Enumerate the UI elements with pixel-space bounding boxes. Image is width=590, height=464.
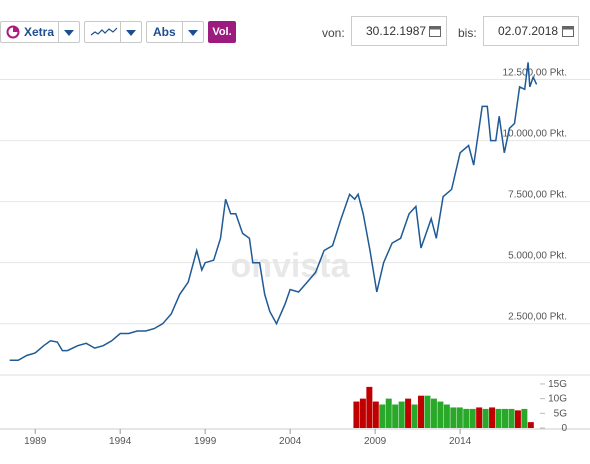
to-date[interactable]: 02.07.2018 [483, 16, 579, 46]
volume-bar [411, 404, 418, 428]
to-date-text: 02.07.2018 [498, 24, 559, 38]
volume-bar [359, 398, 366, 428]
volume-bar [424, 395, 431, 428]
from-label: von: [322, 26, 345, 40]
volume-bar [379, 404, 386, 428]
volume-bar [385, 398, 392, 428]
dropdown [58, 22, 79, 42]
y-tick-label: 12.500,00 Pkt. [503, 68, 568, 79]
y-tick-label: 5.000,00 Pkt. [508, 251, 567, 262]
dropdown [182, 22, 203, 42]
volume-bar [508, 408, 515, 428]
volume-tick-label: 10G [548, 394, 567, 405]
volume-tick-label: 0 [561, 423, 567, 434]
x-tick-label: 1994 [109, 436, 132, 447]
volume-bar [443, 404, 450, 428]
clock-icon [6, 25, 20, 39]
y-tick-label: 7.500,00 Pkt. [508, 190, 567, 201]
volume-bar [398, 401, 405, 428]
chart: onvista 2.500,00 Pkt. 5.000,00 Pkt. 7.500,… [0, 62, 590, 447]
volume-bar [514, 410, 521, 428]
volume-tick-label: 15G [548, 379, 567, 390]
price-line [9, 62, 538, 362]
calendar-icon[interactable] [562, 25, 574, 37]
from-date[interactable]: 30.12.1987 [351, 16, 447, 46]
x-tick-label: 2004 [279, 436, 302, 447]
volume-bar [405, 398, 412, 428]
volume-bar [430, 398, 437, 428]
dropdown [120, 22, 141, 42]
volume-bar [437, 401, 444, 428]
volume-bar [463, 408, 470, 428]
x-tick-label: 2009 [364, 436, 387, 447]
to-label: bis: [458, 26, 477, 40]
exchange-select[interactable]: Xetra [0, 21, 80, 43]
y-tick-label: 2.500,00 Pkt. [508, 312, 567, 323]
volume-toggle[interactable]: Vol. [208, 21, 236, 43]
chart-type-select[interactable] [84, 21, 142, 43]
volume-bar [482, 408, 489, 428]
volume-bar [495, 408, 502, 428]
volume-bar [476, 407, 483, 428]
line-icon [90, 27, 118, 36]
x-tick-label: 1989 [24, 436, 47, 447]
volume-bar [521, 408, 528, 428]
x-tick-label: 1999 [194, 436, 217, 447]
volume-bar [469, 408, 476, 428]
mode: Abs [153, 25, 176, 39]
volume-bar [489, 407, 496, 428]
calendar-icon[interactable] [429, 25, 441, 37]
volume-bar [353, 401, 360, 428]
volume-bar [450, 407, 457, 428]
watermark: onvista [230, 247, 350, 285]
volume-bar [501, 408, 508, 428]
volume-bar [392, 404, 399, 428]
volume-bar [372, 401, 379, 428]
mode-select[interactable]: Abs [146, 21, 204, 43]
from-date-text: 30.12.1987 [366, 24, 427, 38]
volume-bar [456, 407, 463, 428]
x-tick-label: 2014 [449, 436, 472, 447]
volume-tick-label: 5G [554, 408, 568, 419]
volume-bar [418, 395, 425, 428]
exchange: Xetra [24, 25, 55, 39]
volume-bar [366, 386, 373, 428]
volume-bar [527, 422, 534, 428]
y-tick-label: 10.000,00 Pkt. [503, 129, 568, 140]
